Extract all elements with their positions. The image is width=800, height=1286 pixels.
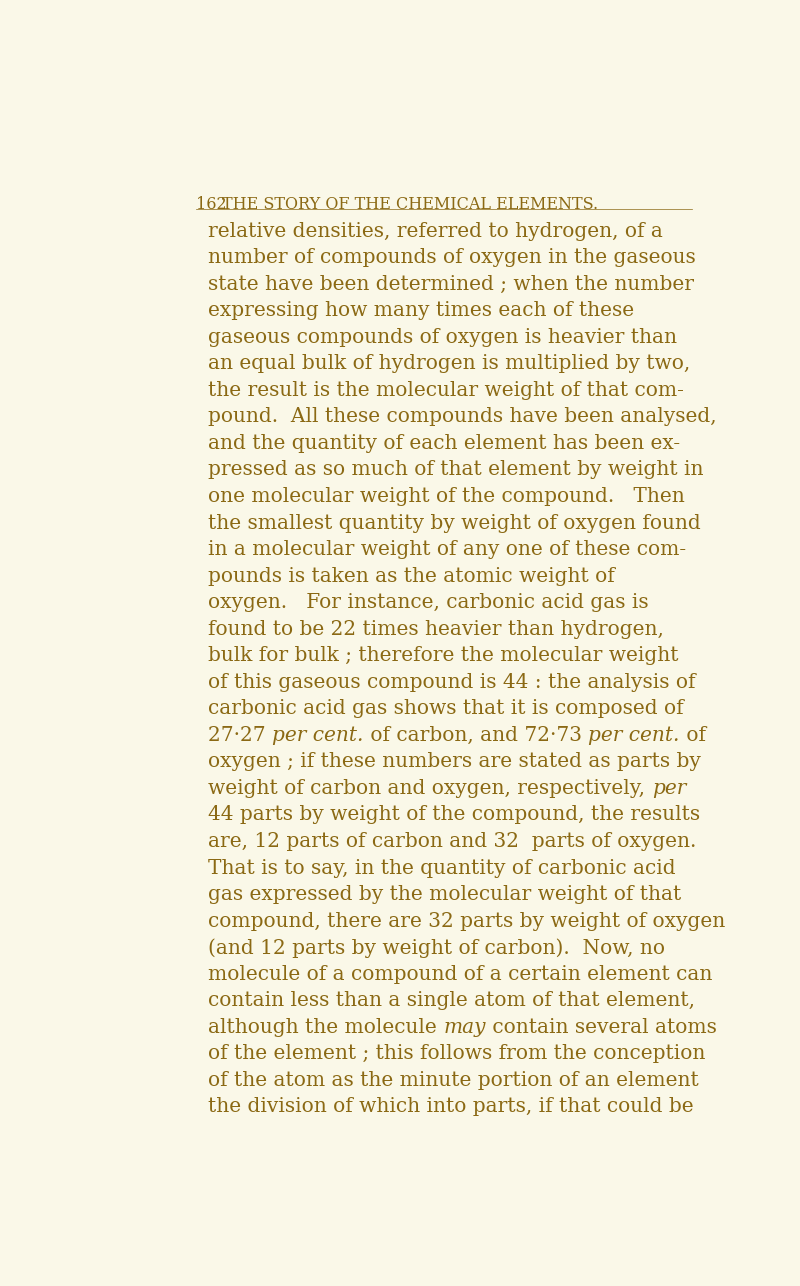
Text: 44 parts by weight of the compound, the results: 44 parts by weight of the compound, the …	[209, 805, 701, 824]
Text: weight of carbon and oxygen, respectively,: weight of carbon and oxygen, respectivel…	[209, 779, 652, 797]
Text: 27·27: 27·27	[209, 725, 273, 745]
Text: the result is the molecular weight of that com-: the result is the molecular weight of th…	[209, 381, 684, 400]
Text: contain less than a single atom of that element,: contain less than a single atom of that …	[209, 992, 695, 1011]
Text: weight of carbon and oxygen, respectively,: weight of carbon and oxygen, respectivel…	[209, 779, 652, 797]
Text: of this gaseous compound is 44 : the analysis of: of this gaseous compound is 44 : the ana…	[209, 673, 696, 692]
Text: an equal bulk of hydrogen is multiplied by two,: an equal bulk of hydrogen is multiplied …	[209, 355, 690, 373]
Text: contain several atoms: contain several atoms	[486, 1017, 717, 1037]
Text: THE STORY OF THE CHEMICAL ELEMENTS.: THE STORY OF THE CHEMICAL ELEMENTS.	[222, 195, 598, 213]
Text: per: per	[652, 779, 686, 797]
Text: the division of which into parts, if that could be: the division of which into parts, if tha…	[209, 1097, 694, 1116]
Text: per cent.: per cent.	[273, 725, 364, 745]
Text: of the element ; this follows from the conception: of the element ; this follows from the c…	[209, 1044, 706, 1064]
Text: (and 12 parts by weight of carbon).  Now, no: (and 12 parts by weight of carbon). Now,…	[209, 939, 666, 958]
Text: molecule of a compound of a certain element can: molecule of a compound of a certain elem…	[209, 964, 713, 984]
Text: pressed as so much of that element by weight in: pressed as so much of that element by we…	[209, 460, 704, 480]
Text: gaseous compounds of oxygen is heavier than: gaseous compounds of oxygen is heavier t…	[209, 328, 678, 347]
Text: relative densities, referred to hydrogen, of a: relative densities, referred to hydrogen…	[209, 221, 663, 240]
Text: carbonic acid gas shows that it is composed of: carbonic acid gas shows that it is compo…	[209, 700, 684, 719]
Text: of: of	[680, 725, 706, 745]
Text: found to be 22 times heavier than hydrogen,: found to be 22 times heavier than hydrog…	[209, 620, 664, 639]
Text: are, 12 parts of carbon and 32  parts of oxygen.: are, 12 parts of carbon and 32 parts of …	[209, 832, 697, 851]
Text: expressing how many times each of these: expressing how many times each of these	[209, 301, 634, 320]
Text: and the quantity of each element has been ex-: and the quantity of each element has bee…	[209, 433, 681, 453]
Text: in a molecular weight of any one of these com-: in a molecular weight of any one of thes…	[209, 540, 686, 559]
Text: one molecular weight of the compound.   Then: one molecular weight of the compound. Th…	[209, 487, 686, 505]
Text: although the molecule: although the molecule	[209, 1017, 444, 1037]
Text: of carbon, and 72·73: of carbon, and 72·73	[364, 725, 588, 745]
Text: That is to say, in the quantity of carbonic acid: That is to say, in the quantity of carbo…	[209, 859, 676, 877]
Text: oxygen ; if these numbers are stated as parts by: oxygen ; if these numbers are stated as …	[209, 752, 702, 772]
Text: the smallest quantity by weight of oxygen found: the smallest quantity by weight of oxyge…	[209, 513, 702, 532]
Text: gas expressed by the molecular weight of that: gas expressed by the molecular weight of…	[209, 885, 682, 904]
Text: may: may	[444, 1017, 486, 1037]
Text: per cent.: per cent.	[588, 725, 680, 745]
Text: pound.  All these compounds have been analysed,: pound. All these compounds have been ana…	[209, 408, 717, 427]
Text: pounds is taken as the atomic weight of: pounds is taken as the atomic weight of	[209, 567, 615, 585]
Text: bulk for bulk ; therefore the molecular weight: bulk for bulk ; therefore the molecular …	[209, 647, 679, 665]
Text: oxygen.   For instance, carbonic acid gas is: oxygen. For instance, carbonic acid gas …	[209, 593, 649, 612]
Text: number of compounds of oxygen in the gaseous: number of compounds of oxygen in the gas…	[209, 248, 696, 267]
Text: 162: 162	[196, 195, 226, 213]
Text: compound, there are 32 parts by weight of oxygen: compound, there are 32 parts by weight o…	[209, 912, 726, 931]
Text: state have been determined ; when the number: state have been determined ; when the nu…	[209, 275, 694, 293]
Text: of the atom as the minute portion of an element: of the atom as the minute portion of an …	[209, 1071, 699, 1089]
